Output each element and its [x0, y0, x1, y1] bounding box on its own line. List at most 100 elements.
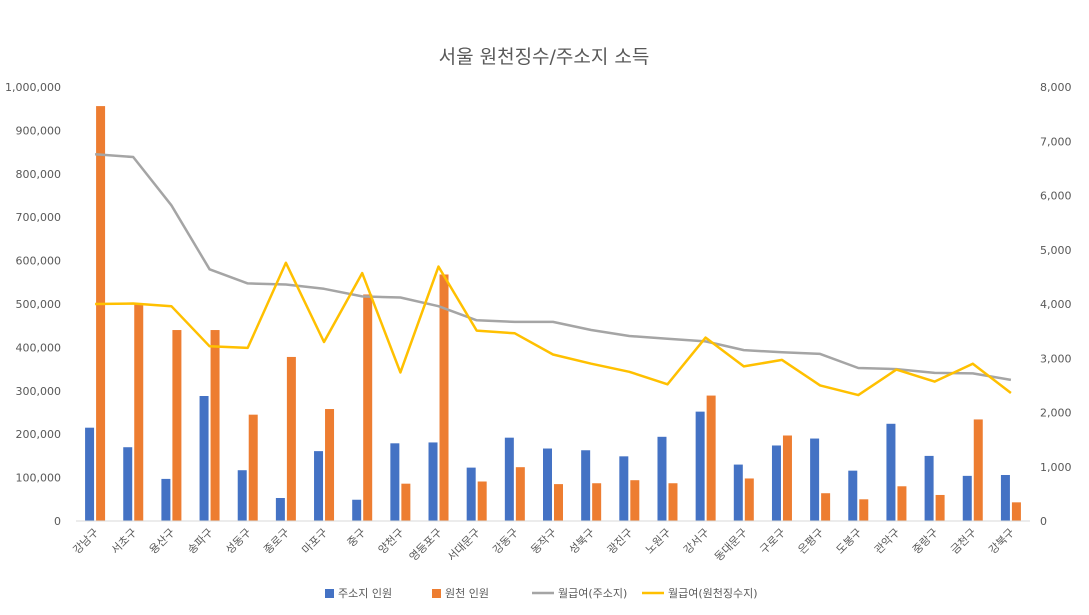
right-axis-tick-label: 4,000 — [1040, 298, 1072, 311]
bar — [581, 450, 591, 521]
bar — [325, 409, 335, 521]
bar — [810, 438, 820, 521]
bar — [973, 419, 983, 521]
category-label: 관악구 — [872, 526, 903, 557]
left-axis-tick-label: 700,000 — [16, 211, 62, 224]
bar — [897, 486, 907, 521]
left-axis-tick-label: 0 — [54, 515, 61, 528]
bar — [886, 423, 896, 521]
bar — [695, 411, 705, 521]
left-axis-tick-label: 1,000,000 — [5, 81, 61, 94]
legend-swatch — [325, 589, 334, 598]
bar — [1000, 474, 1010, 521]
left-axis-tick-label: 500,000 — [16, 298, 62, 311]
right-axis-tick-label: 0 — [1040, 515, 1047, 528]
category-label: 강남구 — [71, 526, 102, 557]
category-label: 구로구 — [757, 526, 788, 557]
bar — [161, 478, 171, 521]
left-axis-tick-label: 900,000 — [16, 124, 62, 137]
series-line — [95, 261, 1012, 397]
bar — [390, 443, 400, 521]
bar — [401, 483, 411, 521]
bar — [134, 304, 144, 521]
bar — [935, 494, 945, 521]
category-label: 서대문구 — [445, 526, 483, 564]
legend-label: 월급여(원천징수지) — [668, 586, 758, 600]
bar — [210, 330, 220, 521]
x-axis: 강남구 서초구 용산구 송파구 성동구 종로구 마포구 중구 양천구 영등포구 서대문구 강동구 동작구… — [71, 520, 1030, 564]
bar — [962, 475, 972, 521]
bar — [172, 330, 182, 521]
category-label: 도봉구 — [834, 526, 865, 557]
bar — [543, 448, 552, 521]
category-label: 송파구 — [185, 526, 216, 557]
category-label: 성북구 — [567, 526, 598, 557]
right-axis-tick-label: 6,000 — [1040, 190, 1072, 203]
bars-group — [85, 106, 1021, 521]
bar — [123, 447, 133, 521]
bar — [924, 455, 934, 521]
bar — [554, 484, 563, 521]
bar — [706, 395, 716, 521]
left-axis-tick-label: 800,000 — [16, 168, 62, 181]
right-axis-tick-label: 1,000 — [1040, 461, 1072, 474]
bar — [630, 480, 640, 521]
category-label: 영등포구 — [407, 526, 445, 564]
category-label: 노원구 — [643, 526, 674, 557]
bar — [237, 470, 247, 521]
bar — [859, 499, 869, 521]
bar — [439, 274, 449, 521]
legend-label: 주소지 인원 — [338, 587, 392, 600]
bar — [668, 483, 678, 521]
category-label: 중랑구 — [910, 526, 941, 557]
bar — [1011, 502, 1021, 521]
bar — [619, 456, 629, 521]
category-label: 강북구 — [986, 526, 1017, 557]
left-axis-tick-label: 100,000 — [16, 472, 62, 485]
bar — [771, 445, 781, 521]
right-axis-tick-label: 2,000 — [1040, 407, 1072, 420]
category-label: 금천구 — [948, 525, 979, 556]
left-axis: 0 100,000 200,000 300,000 400,000 500,000 600,… — [5, 81, 61, 528]
right-axis-tick-label: 5,000 — [1040, 244, 1072, 257]
legend-label: 월급여(주소지) — [558, 587, 627, 600]
bar — [428, 442, 438, 521]
right-axis-tick-label: 8,000 — [1040, 81, 1072, 94]
category-label: 용산구 — [147, 526, 178, 557]
left-axis-tick-label: 200,000 — [16, 428, 62, 441]
category-label: 양천구 — [375, 525, 406, 556]
bar — [821, 493, 831, 521]
bar — [515, 467, 525, 521]
legend-swatch — [432, 589, 441, 598]
bar — [782, 435, 792, 521]
bar — [466, 467, 476, 521]
bar — [286, 356, 296, 521]
bar — [363, 294, 373, 521]
bar — [657, 436, 667, 521]
category-label: 강서구 — [681, 526, 712, 557]
category-label: 은평구 — [796, 526, 827, 557]
lines-group — [95, 153, 1012, 397]
legend-label: 원천 인원 — [445, 586, 489, 600]
chart-title: 서울 원천징수/주소지 소득 — [439, 46, 650, 68]
series-line — [95, 153, 1012, 382]
category-label: 동작구 — [528, 526, 559, 557]
category-label: 성동구 — [223, 526, 254, 557]
bar — [199, 396, 209, 521]
bar — [275, 497, 285, 521]
category-label: 강동구 — [490, 526, 521, 557]
left-axis-tick-label: 400,000 — [16, 341, 62, 354]
right-axis-tick-label: 3,000 — [1040, 352, 1072, 365]
bar — [848, 470, 858, 521]
legend: 주소지 인원 원천 인원 월급여(주소지) 월급여(원천징수지) — [325, 586, 758, 600]
bar — [248, 414, 258, 521]
bar — [592, 483, 602, 521]
category-label: 서초구 — [109, 526, 140, 557]
bar — [352, 499, 362, 521]
bar — [85, 427, 95, 521]
category-label: 종로구 — [261, 526, 292, 557]
bar — [314, 451, 324, 521]
category-label: 마포구 — [299, 526, 330, 557]
